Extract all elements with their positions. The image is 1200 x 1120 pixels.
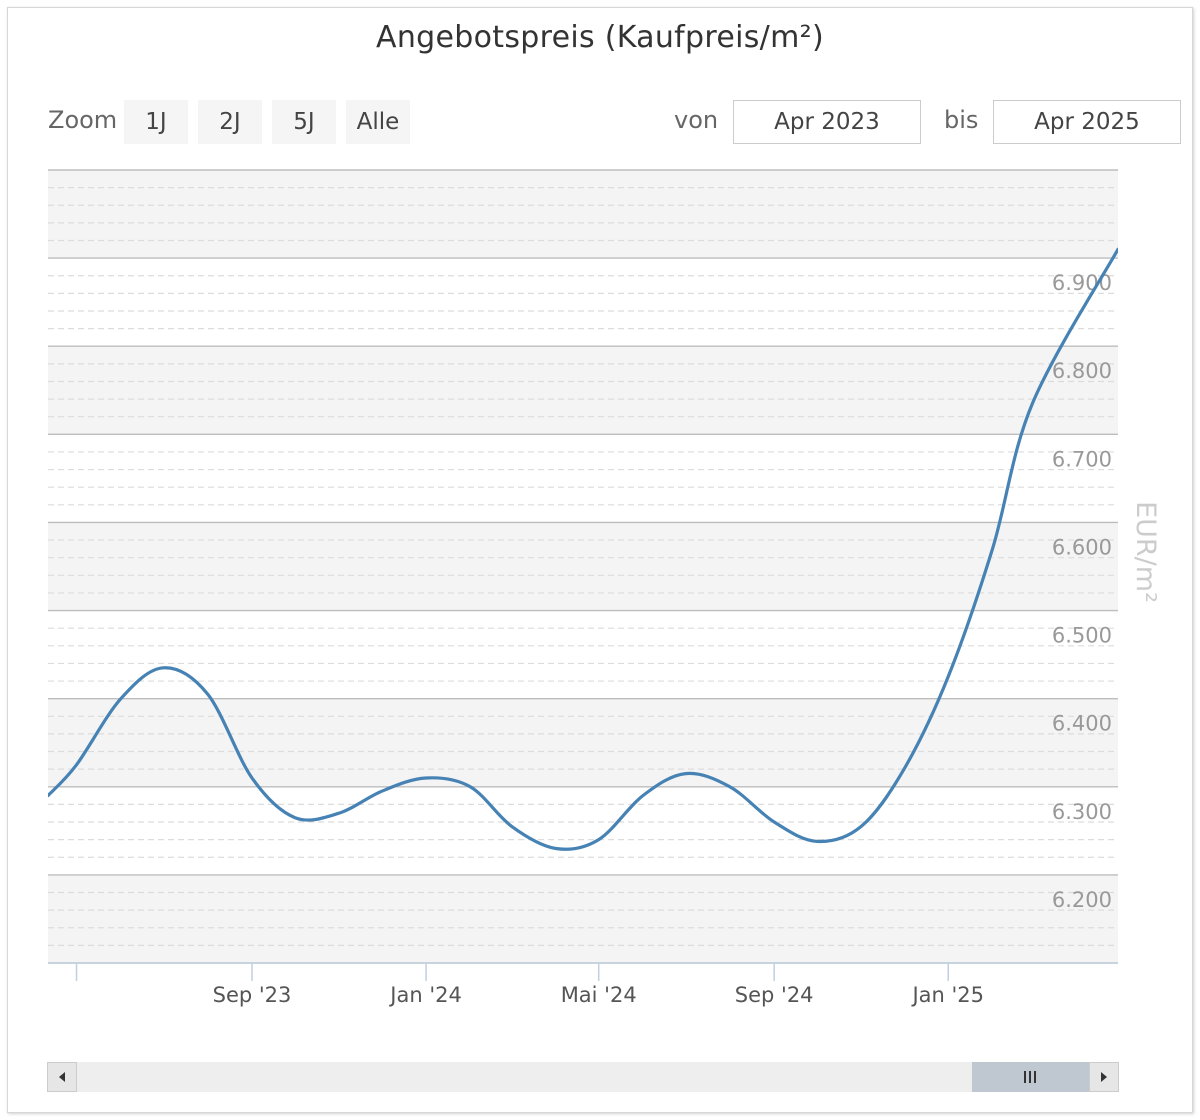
scrollbar-left-button[interactable] [47, 1062, 77, 1092]
grip-icon [1029, 1071, 1031, 1083]
zoom-button-1j[interactable]: 1J [124, 100, 188, 144]
grip-icon [1024, 1071, 1026, 1083]
y-tick-label: 6.300 [1052, 800, 1112, 824]
plot-grid [48, 169, 1118, 964]
plot-band [48, 698, 1118, 787]
series-group [48, 247, 1118, 851]
series-line [48, 247, 1118, 851]
plot-bands [48, 170, 1118, 963]
range-from-input[interactable]: Apr 2023 [733, 100, 921, 144]
scrollbar-right-button[interactable] [1089, 1062, 1119, 1092]
y-tick-label: 6.600 [1052, 535, 1112, 559]
x-tick-label: Mai '24 [561, 983, 637, 1007]
plot-band [48, 522, 1118, 611]
x-tick-label: Sep '24 [735, 983, 814, 1007]
scrollbar-thumb[interactable] [972, 1062, 1089, 1092]
scrollbar-track[interactable] [47, 1062, 1118, 1092]
zoom-button-alle[interactable]: Alle [346, 100, 410, 144]
y-axis-title: EUR/m² [1130, 501, 1161, 603]
zoom-label: Zoom [48, 106, 118, 134]
y-tick-label: 6.700 [1052, 447, 1112, 471]
plot-band [48, 346, 1118, 435]
y-tick-label: 6.200 [1052, 888, 1112, 912]
x-tick-label: Jan '25 [910, 983, 984, 1007]
arrow-left-icon [59, 1072, 65, 1082]
y-tick-label: 6.500 [1052, 624, 1112, 648]
y-tick-label: 6.400 [1052, 712, 1112, 736]
arrow-right-icon [1101, 1072, 1107, 1082]
zoom-button-5j[interactable]: 5J [272, 100, 336, 144]
y-tick-label: 6.800 [1052, 359, 1112, 383]
zoom-button-2j[interactable]: 2J [198, 100, 262, 144]
grip-icon [1034, 1071, 1036, 1083]
chart-title: Angebotspreis (Kaufpreis/m²) [376, 20, 824, 55]
x-tick-label: Sep '23 [213, 983, 292, 1007]
range-to-label: bis [944, 106, 979, 134]
x-axis: Sep '23 Jan '24 Mai '24 Sep '24 Jan '25 [48, 962, 1118, 1007]
plot-band [48, 874, 1118, 963]
plot-band [48, 170, 1118, 259]
range-to-input[interactable]: Apr 2025 [993, 100, 1181, 144]
x-tick-label: Jan '24 [388, 983, 462, 1007]
range-from-label: von [674, 106, 719, 134]
